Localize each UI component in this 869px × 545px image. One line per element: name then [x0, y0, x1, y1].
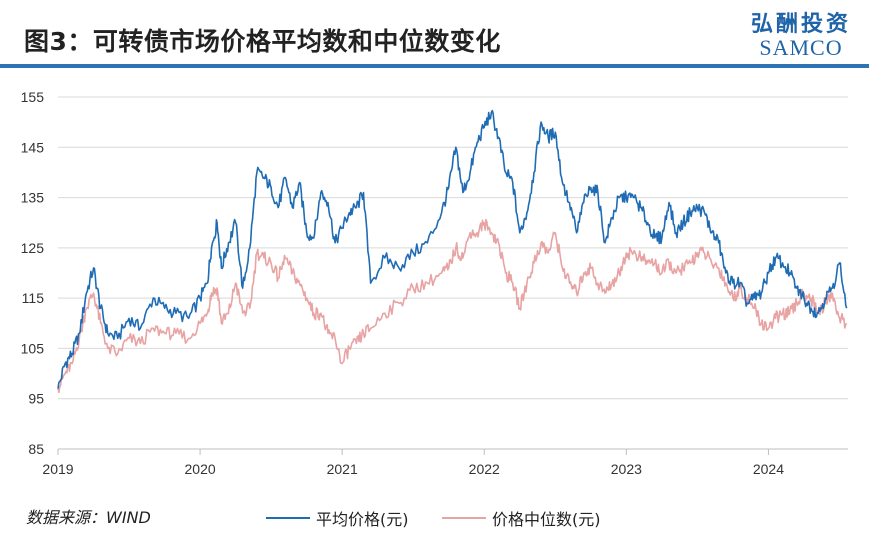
legend-item-median: 价格中位数(元) [442, 506, 601, 530]
x-tick-label: 2020 [185, 461, 216, 477]
legend-swatch-median [442, 517, 486, 519]
y-tick-label: 115 [22, 290, 45, 306]
series-lines [57, 109, 848, 394]
brand-name-cn: 弘酬投资 [750, 12, 851, 37]
y-tick-label: 85 [28, 441, 44, 457]
page-title: 图3：可转债市场价格平均数和中位数变化 [24, 27, 501, 56]
brand-logo: 弘酬投资 SAMCO [750, 6, 851, 60]
series-line-median [57, 218, 848, 394]
data-source-note: 数据来源：WIND [26, 508, 151, 527]
legend-label-median: 价格中位数(元) [492, 510, 601, 529]
brand-name-en: SAMCO [759, 35, 843, 60]
y-tick-label: 145 [21, 139, 45, 155]
y-tick-label: 155 [21, 89, 45, 105]
grid-lines [58, 96, 848, 450]
series-line-avg [57, 109, 848, 389]
x-tick-label: 2022 [469, 461, 500, 477]
title-divider [0, 64, 869, 68]
y-tick-label: 125 [21, 240, 45, 256]
x-tick-label: 2024 [753, 461, 784, 477]
line-chart: 85 95 105 115 125 135 145 155 2019 2020 2021 2022 20… [21, 89, 848, 477]
legend-label-avg: 平均价格(元) [316, 510, 409, 529]
y-tick-label: 105 [21, 340, 45, 356]
x-tick-label: 2023 [611, 461, 642, 477]
y-tick-label: 95 [28, 391, 44, 407]
legend-item-avg: 平均价格(元) [266, 506, 409, 530]
x-tick-label: 2019 [42, 461, 73, 477]
y-tick-label: 135 [21, 190, 45, 206]
axes: 85 95 105 115 125 135 145 155 2019 2020 2021 2022 20… [21, 89, 785, 477]
legend-swatch-avg [266, 517, 310, 519]
x-tick-label: 2021 [327, 461, 358, 477]
